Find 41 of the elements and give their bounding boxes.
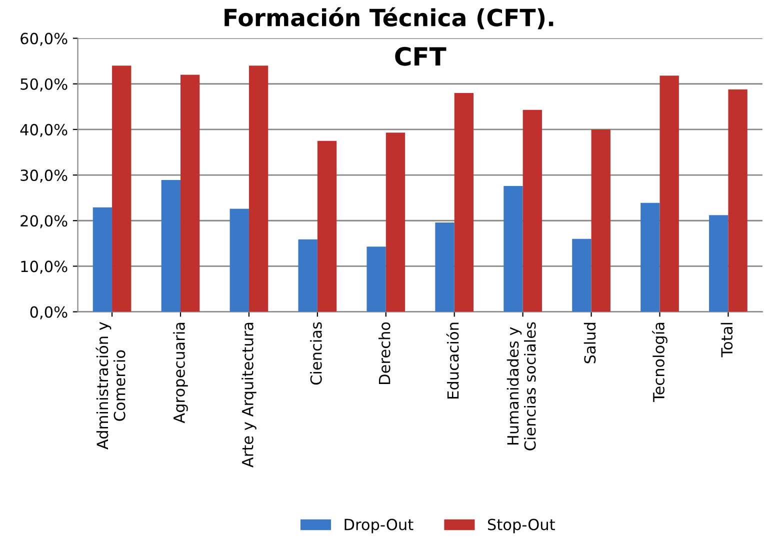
x-tick-label: Administración y Comercio	[96, 322, 126, 450]
y-tick-label: 50,0%	[20, 78, 68, 92]
x-tick-label: Ciencias	[310, 322, 322, 385]
bar	[161, 180, 180, 312]
x-tick-label: Salud	[584, 322, 596, 364]
bar	[454, 92, 474, 312]
x-tick-label: Total	[720, 322, 733, 358]
bar	[572, 238, 592, 312]
x-tick-label: Agropecuaria	[173, 322, 188, 424]
bar	[728, 89, 748, 312]
y-tick-label: 0,0%	[30, 306, 68, 320]
x-tick-label: Humanidades y Ciencias sociales	[506, 322, 536, 450]
bar	[386, 132, 406, 312]
bar	[435, 222, 454, 312]
y-tick-label: 60,0%	[20, 32, 68, 46]
x-tick-label: Derecho	[378, 322, 390, 384]
bar	[504, 186, 523, 312]
bar	[660, 76, 679, 312]
y-tick-label: 40,0%	[20, 124, 68, 138]
chart-title: Formación Técnica (CFT).	[224, 7, 554, 30]
bar	[180, 74, 200, 312]
bar	[366, 246, 386, 312]
x-tick-label: Arte y Arquitectura	[242, 322, 256, 468]
bar	[317, 140, 337, 312]
bar	[248, 66, 268, 312]
chart-subtitle: CFT	[395, 46, 446, 66]
x-tick-label: Educación	[446, 322, 459, 398]
y-tick-label: 10,0%	[21, 260, 68, 274]
legend-label: Drop-Out	[344, 518, 414, 534]
bar	[112, 66, 132, 312]
bar	[298, 239, 318, 312]
x-tick-label: Tecnología	[652, 322, 668, 402]
legend-label: Stop-Out	[488, 518, 555, 534]
bar	[640, 202, 660, 312]
bar	[522, 110, 542, 312]
y-tick-label: 20,0%	[20, 215, 68, 228]
bar	[92, 207, 112, 312]
bar	[591, 129, 610, 312]
y-tick-label: 30,0%	[20, 170, 68, 183]
bar	[709, 215, 728, 312]
bar	[230, 208, 249, 312]
